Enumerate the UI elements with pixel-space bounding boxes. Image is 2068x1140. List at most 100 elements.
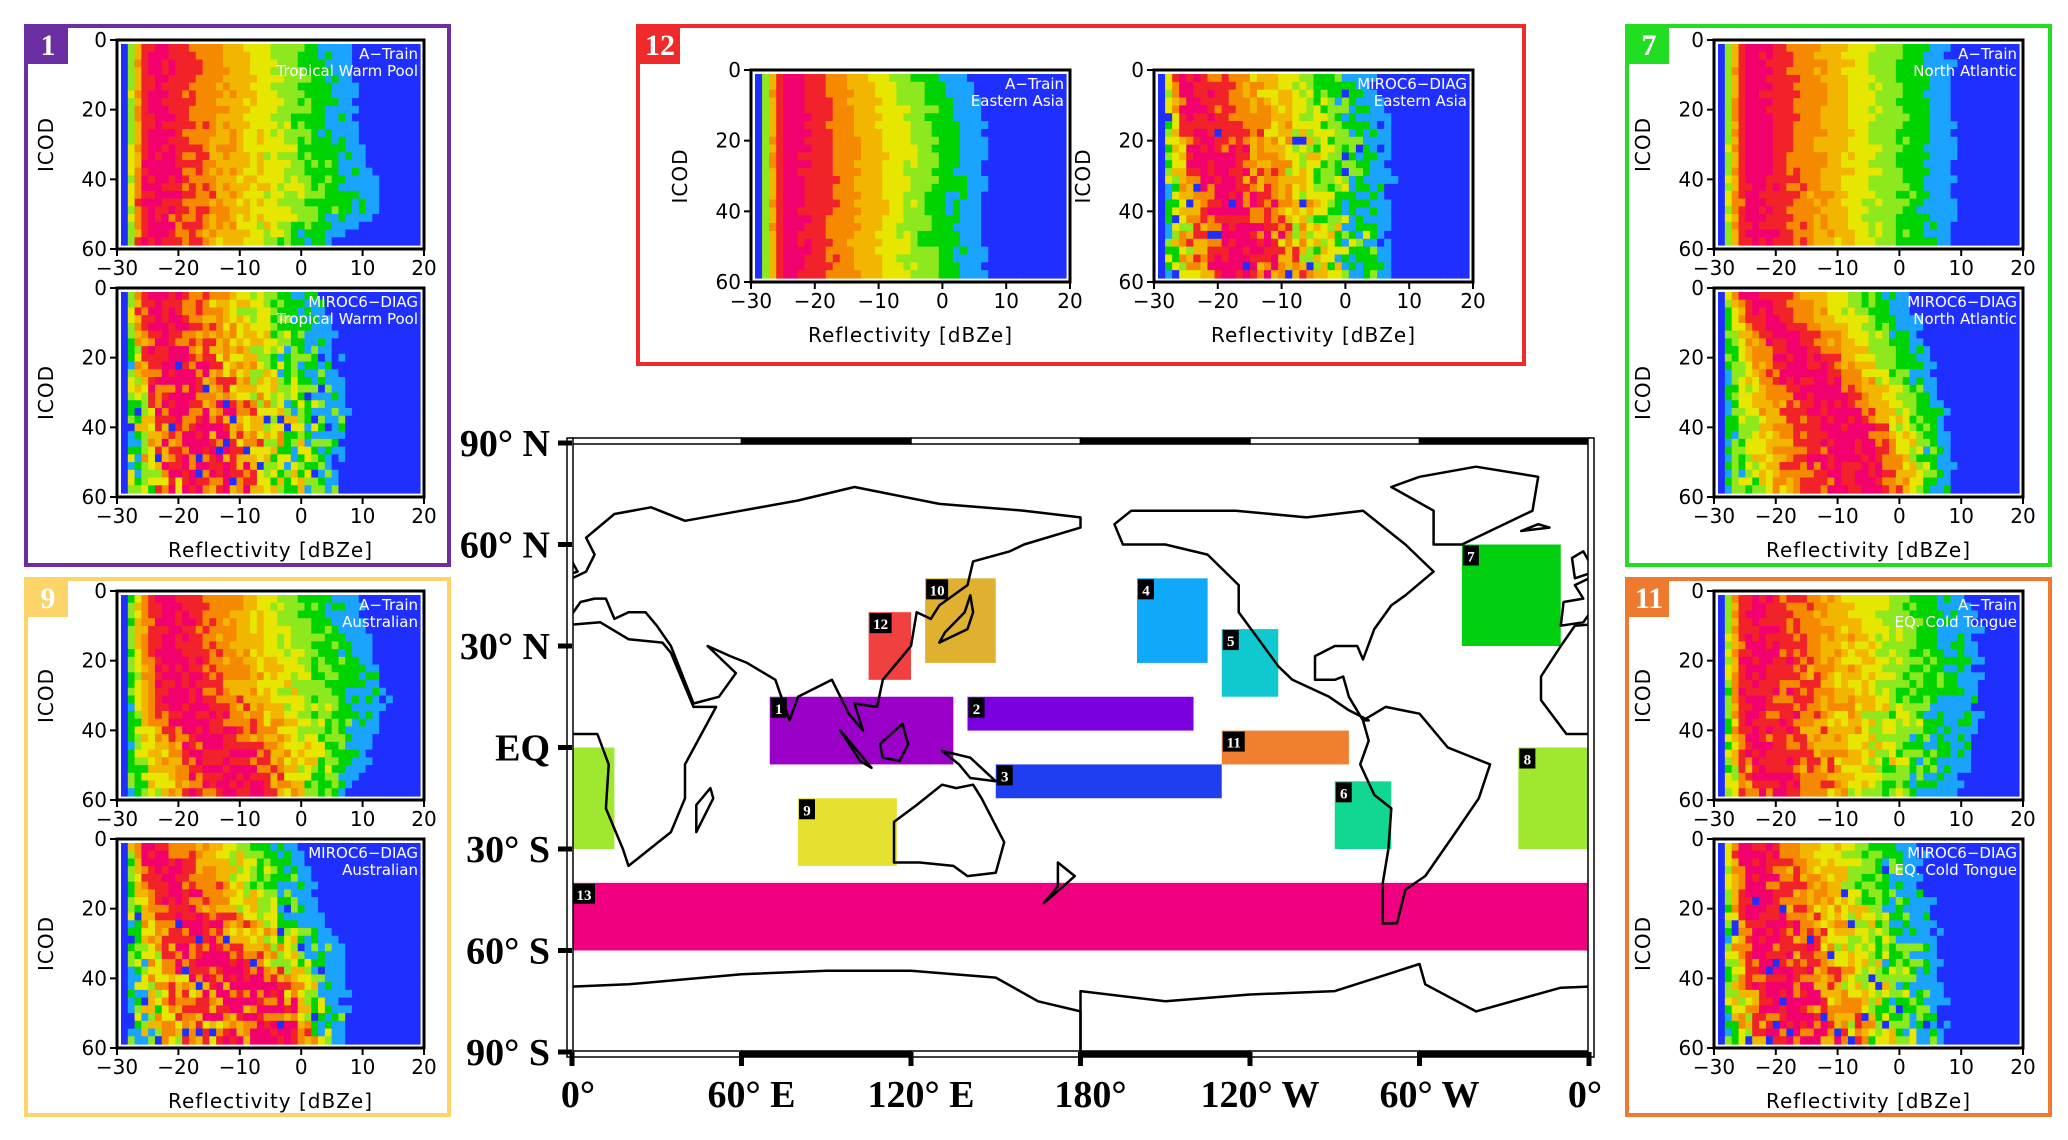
heatmap-cell [222,338,231,347]
heatmap-cell [121,292,129,301]
heatmap-cell [209,136,217,146]
heatmap-cell [379,51,387,61]
heatmap-cell [284,144,292,153]
heatmap-cell [1016,121,1025,130]
heatmap-cell [121,369,129,378]
heatmap-cell [236,446,244,455]
heatmap-cell [818,270,827,279]
heatmap-cell [903,136,912,146]
heatmap-cell [1030,238,1039,248]
heatmap-cell [1214,199,1223,208]
heatmap-cell [839,238,848,248]
heatmap-cell [209,51,217,61]
heatmap-cell [1037,89,1046,99]
heatmap-cell [1221,136,1230,146]
heatmap-cell [202,206,210,215]
heatmap-cell [365,438,374,448]
heatmap-cell [399,485,408,494]
heatmap-cell [121,144,129,153]
heatmap-cell [1235,191,1244,201]
heatmap-cell [263,90,272,99]
heatmap-cell [1037,230,1046,240]
heatmap-cell [379,44,387,53]
heatmap-cell [1731,59,1740,68]
heatmap-cell [372,221,380,231]
heatmap-cell [182,113,190,122]
heatmap-cell [318,361,326,370]
heatmap-cell [1214,238,1223,248]
heatmap-cell [1334,121,1343,130]
heatmap-cell [154,346,163,355]
x-tick-label: −30 [96,504,138,528]
heatmap-cell [209,307,217,316]
heatmap-cell [1779,90,1788,99]
panel-number-badge: 1 [28,28,68,64]
heatmap-cell [311,338,319,347]
heatmap-cell [318,346,326,355]
heatmap-cell [277,159,285,169]
heatmap-cell [1313,74,1322,83]
heatmap-cell [1292,89,1300,99]
heatmap-cell [297,51,306,61]
heatmap-cell [372,392,380,401]
heatmap-cell [917,74,926,83]
heatmap-cell [379,469,387,479]
heatmap-cell [1278,207,1286,216]
heatmap-cell [1461,168,1470,177]
heatmap-cell [1285,152,1293,161]
heatmap-cell [967,160,975,169]
heatmap-cell [1384,74,1392,83]
heatmap-cell [229,175,238,184]
heatmap-cell [216,214,224,223]
heatmap-cell [1044,97,1053,106]
heatmap-cell [372,330,380,339]
heatmap-cell [1158,238,1166,248]
heatmap-cell [406,423,414,432]
heatmap-cell [1362,160,1371,169]
heatmap-cell [284,51,292,61]
heatmap-cell [345,346,353,355]
heatmap-cell [1348,246,1357,256]
heatmap-cell [1256,191,1265,201]
heatmap-cell [1377,183,1385,193]
heatmap-cell [399,438,408,448]
heatmap-cell [352,144,360,153]
heatmap-cell [154,361,163,370]
heatmap-cell [318,144,326,153]
heatmap-cell [938,81,947,91]
heatmap-cell [1256,160,1265,169]
heatmap-cell [413,59,421,68]
heatmap-cell [304,346,312,355]
heatmap-cell [868,152,876,161]
heatmap-cell [825,183,834,193]
heatmap-cell [324,377,333,386]
heatmap-cell [331,183,340,192]
heatmap-cell [952,270,961,279]
heatmap-cell [229,67,238,76]
heatmap-cell [1923,82,1931,91]
heatmap-cell [1370,270,1378,279]
heatmap-cell [1391,176,1399,185]
heatmap-cell [896,74,905,83]
heatmap-cell [1207,254,1216,263]
heatmap-cell [868,89,876,99]
heatmap-cell [1348,152,1357,161]
heatmap-cell [1370,105,1378,114]
heatmap-cell [182,82,190,91]
heatmap-cell [1362,89,1371,99]
heatmap-cell [1207,168,1216,177]
heatmap-cell [1193,270,1202,279]
heatmap-cell [1179,128,1187,138]
heatmap-cell [256,51,265,61]
heatmap-cell [195,113,204,122]
heatmap-cell [243,90,251,99]
heatmap-cell [1030,74,1039,83]
heatmap-cell [311,113,319,122]
heatmap-cell [1419,128,1428,138]
heatmap-cell [804,121,813,130]
heatmap-cell [304,438,312,448]
heatmap-cell [1256,183,1265,193]
heatmap-cell [1806,67,1815,76]
heatmap-cell [776,113,784,122]
heatmap-cell [889,207,897,216]
